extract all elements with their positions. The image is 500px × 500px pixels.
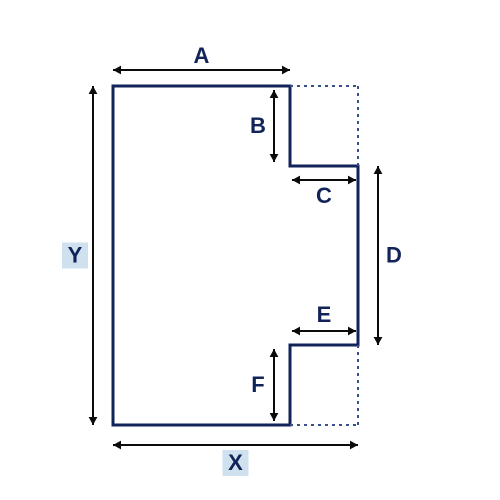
label-E-text: E — [317, 302, 332, 327]
dim-E — [292, 327, 356, 336]
label-F-text: F — [251, 372, 264, 397]
label-D: D — [386, 242, 402, 267]
shape-outline — [113, 86, 358, 425]
label-B: B — [250, 113, 266, 138]
label-F: F — [251, 372, 264, 397]
dim-F — [270, 349, 279, 421]
label-X-text: X — [228, 450, 243, 475]
dim-X — [113, 441, 358, 450]
label-E: E — [317, 302, 332, 327]
dim-Y — [89, 86, 98, 425]
label-C-text: C — [316, 183, 332, 208]
label-Y-text: Y — [68, 242, 83, 267]
label-D-text: D — [386, 242, 402, 267]
label-A: A — [194, 43, 210, 68]
label-B-text: B — [250, 113, 266, 138]
label-C: C — [316, 183, 332, 208]
dim-B — [270, 90, 279, 162]
label-Y: Y — [62, 242, 88, 268]
dim-D — [374, 166, 383, 345]
label-A-text: A — [194, 43, 210, 68]
label-X: X — [223, 450, 249, 476]
